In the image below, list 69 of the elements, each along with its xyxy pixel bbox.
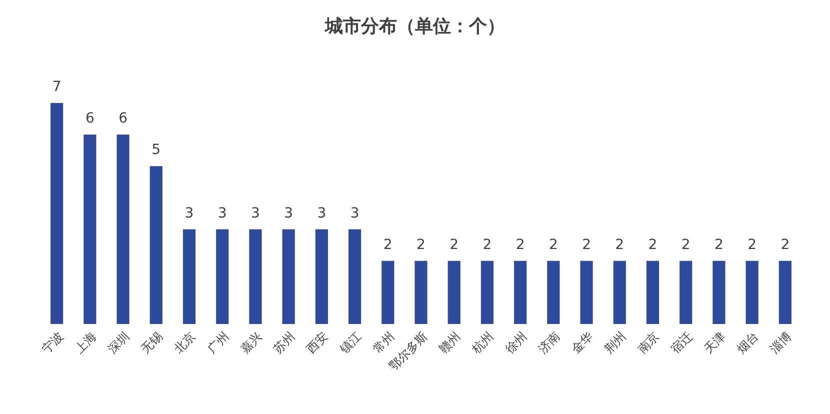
- data-label: 2: [450, 236, 459, 253]
- x-tick-label: 苏州: [270, 329, 298, 356]
- bar: [480, 260, 494, 324]
- data-label: 6: [85, 110, 94, 127]
- data-label: 2: [582, 236, 591, 253]
- bar: [547, 260, 560, 324]
- x-tick-label: 南京: [634, 329, 662, 356]
- data-label: 3: [350, 205, 360, 222]
- x-tick-label: 杭州: [468, 329, 496, 357]
- bar: [249, 229, 262, 324]
- x-tick-label: 广州: [204, 329, 232, 356]
- x-tick-label: 金华: [568, 329, 596, 356]
- bar: [216, 229, 229, 324]
- bar: [746, 260, 758, 324]
- x-tick-label: 济南: [536, 329, 563, 356]
- data-label: 3: [251, 205, 260, 222]
- bar: [116, 134, 130, 324]
- data-label: 2: [383, 236, 392, 253]
- data-label: 2: [780, 236, 790, 253]
- bar: [580, 260, 593, 324]
- bar: [282, 229, 295, 324]
- bar: [448, 260, 460, 324]
- x-tick-label: 淄博: [767, 329, 794, 356]
- bar: [315, 229, 328, 324]
- x-tick-label: 赣州: [436, 329, 464, 356]
- data-label: 2: [748, 236, 757, 253]
- data-label: 5: [152, 142, 161, 158]
- x-tick-label: 西安: [304, 329, 331, 356]
- data-label: 2: [681, 236, 690, 253]
- bar: [646, 260, 660, 324]
- data-label: 7: [52, 79, 62, 95]
- x-tick-label: 宿迁: [668, 329, 695, 356]
- x-tick-label: 上海: [72, 329, 100, 356]
- bar: [182, 229, 196, 324]
- data-label: 2: [548, 236, 558, 253]
- x-tick-label: 常州: [370, 329, 397, 356]
- data-label: 2: [615, 236, 624, 253]
- data-label: 2: [482, 236, 492, 253]
- bar: [414, 260, 428, 324]
- bar: [382, 260, 394, 324]
- bar: [778, 260, 792, 324]
- x-tick-label: 烟台: [734, 329, 762, 356]
- data-label: 2: [516, 236, 525, 253]
- x-tick-label: 宁波: [39, 329, 66, 356]
- bar: [50, 103, 64, 324]
- data-label: 2: [714, 236, 724, 253]
- data-label: 2: [416, 236, 426, 253]
- data-label: 3: [184, 205, 194, 222]
- x-tick-label: 天津: [701, 329, 728, 356]
- data-label: 2: [648, 236, 658, 253]
- bar: [514, 260, 527, 324]
- bar: [348, 229, 362, 324]
- bar: [613, 260, 626, 324]
- data-label: 3: [317, 205, 326, 222]
- bar: [84, 134, 96, 324]
- x-tick-label: 北京: [171, 329, 198, 356]
- data-label: 3: [284, 205, 294, 222]
- x-tick-label: 徐州: [502, 329, 530, 356]
- data-label: 6: [118, 110, 128, 127]
- x-tick-label: 嘉兴: [238, 329, 265, 356]
- x-tick-label: 深圳: [105, 329, 132, 356]
- bar: [712, 260, 726, 324]
- chart-title: 城市分布（单位：个）: [324, 16, 505, 37]
- bar: [680, 260, 692, 324]
- data-label: 3: [218, 205, 227, 222]
- bar: [150, 166, 162, 324]
- x-tick-label: 镇江: [336, 329, 364, 357]
- x-tick-label: 荆州: [602, 329, 629, 356]
- x-tick-label: 无锡: [138, 329, 166, 356]
